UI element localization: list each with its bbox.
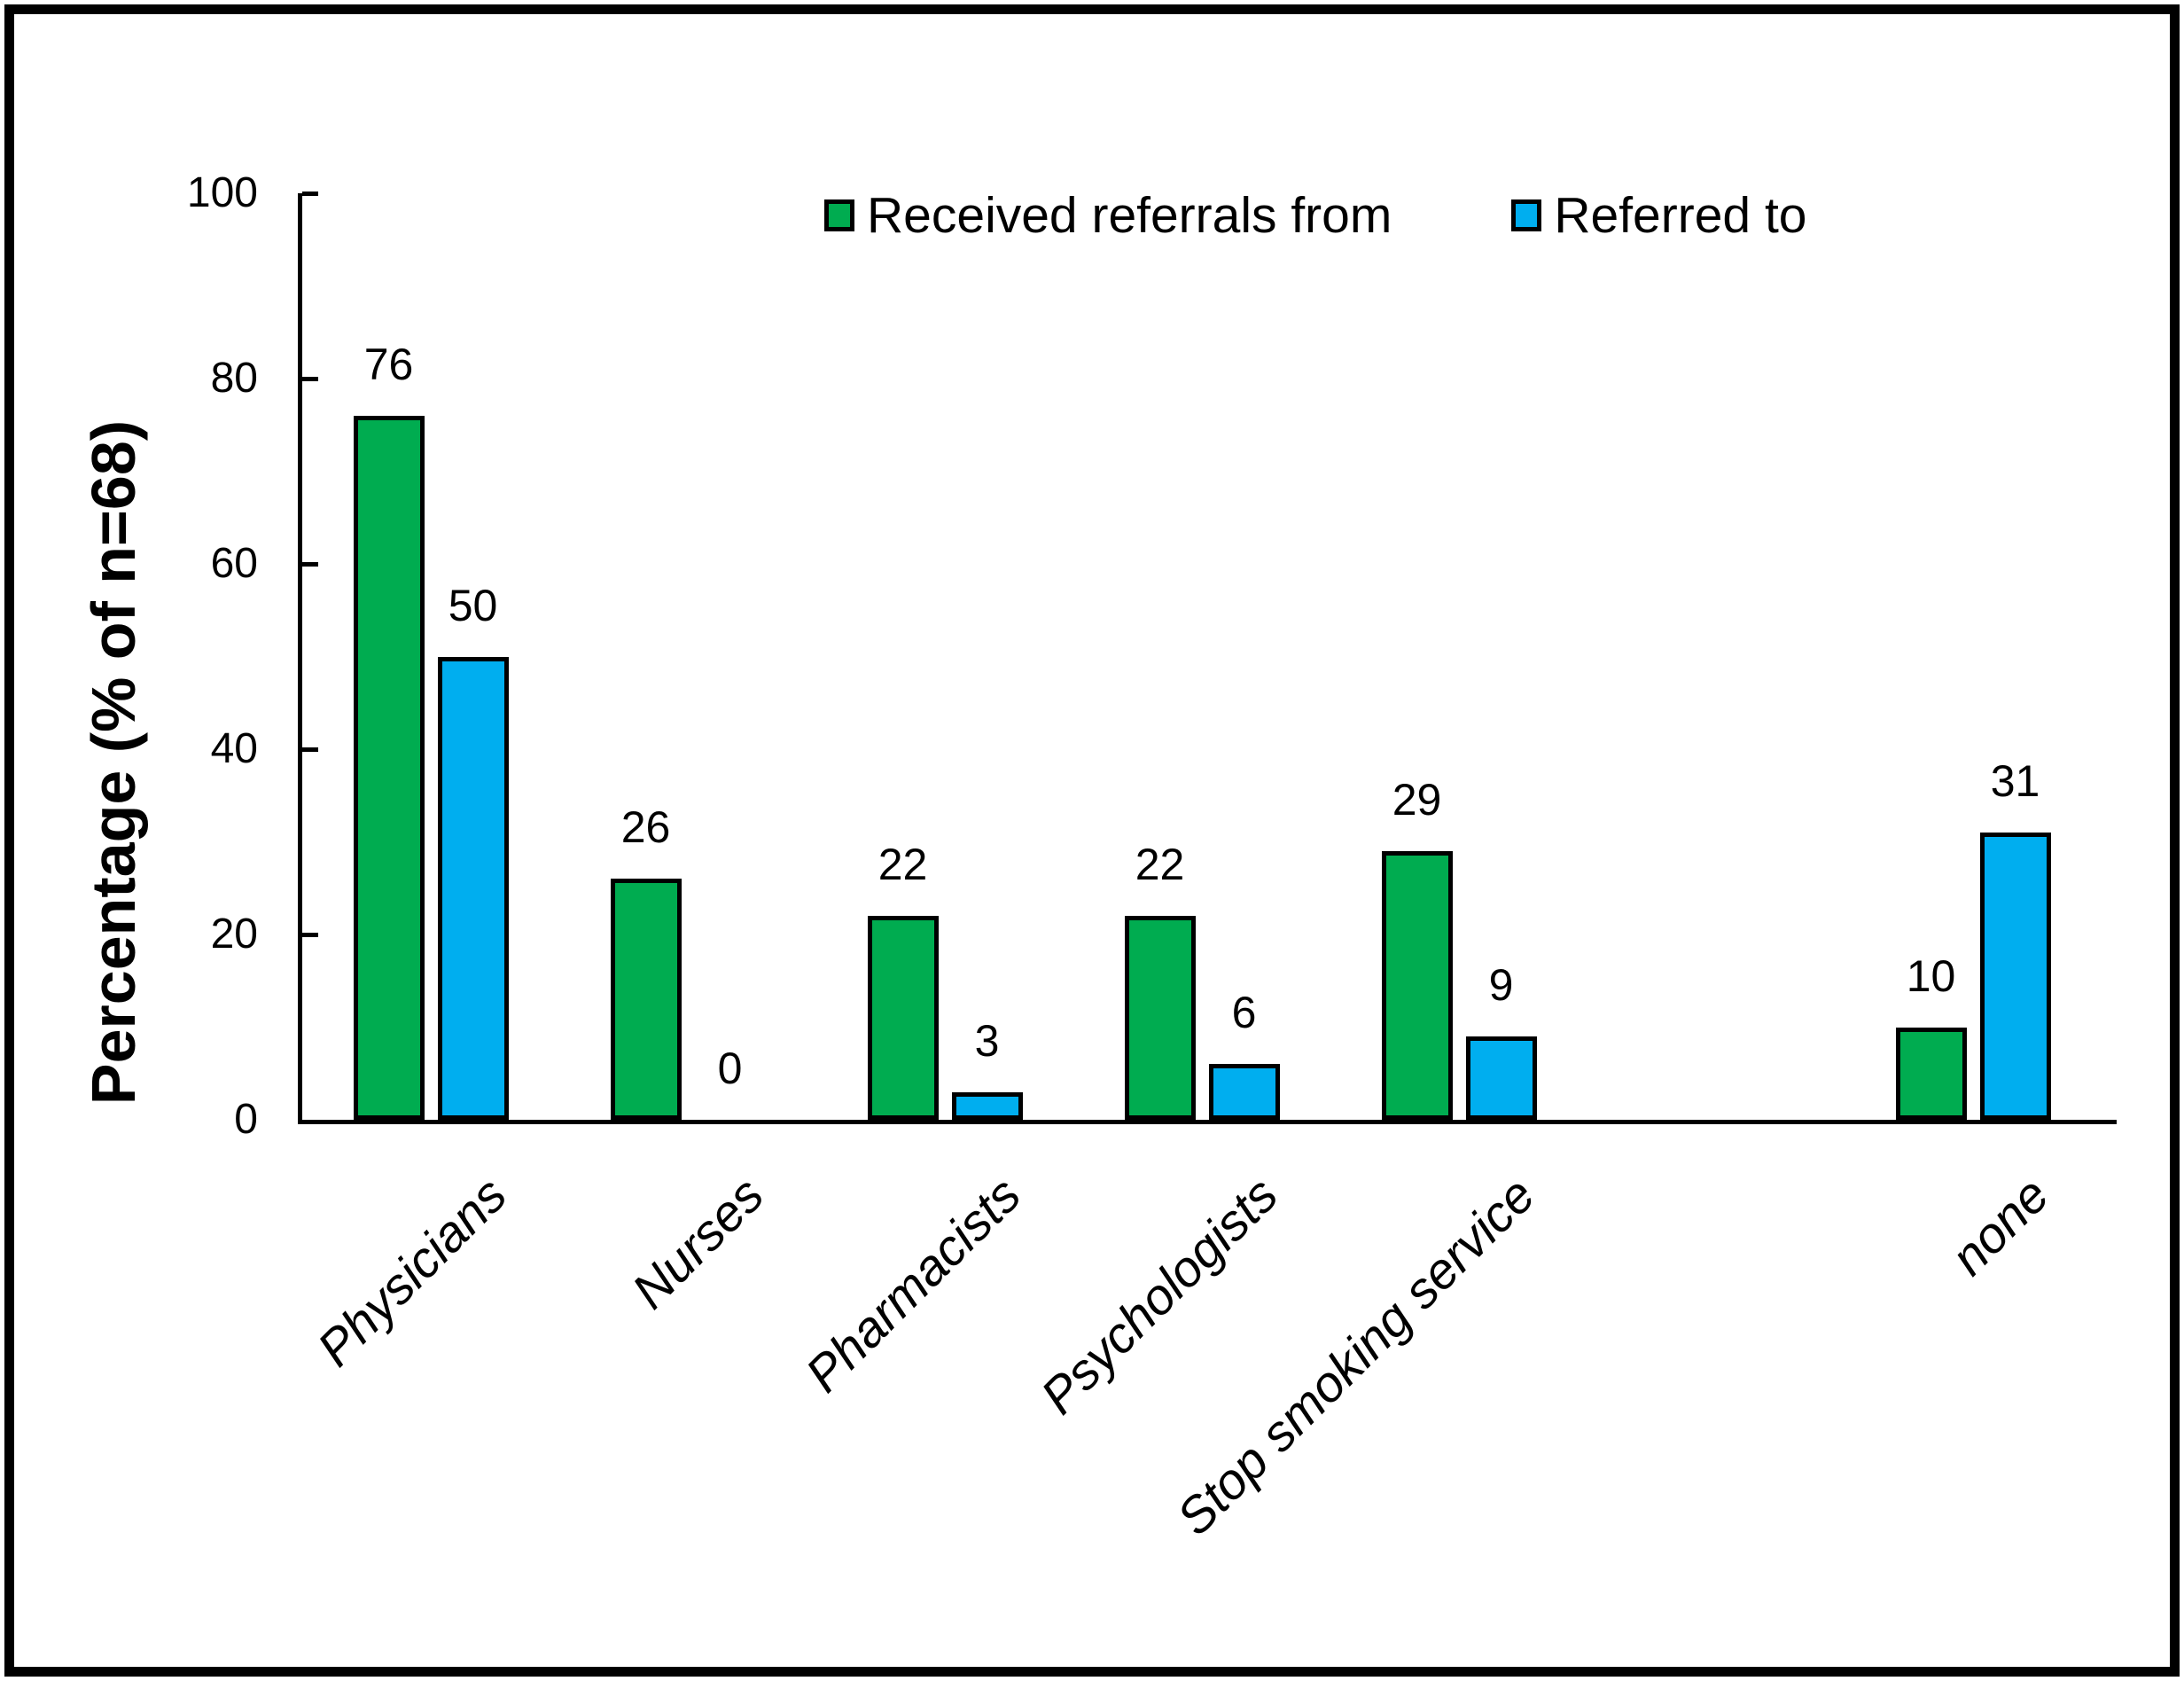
- bar-referred-to-stop-smoking-service: [1465, 1036, 1537, 1120]
- bar-value-label-received-referrals-from-pharmacists: 22: [878, 840, 928, 890]
- legend-item-referred-to: Referred to: [1511, 187, 1807, 244]
- legend: Received referrals from Referred to: [824, 188, 1807, 244]
- category-slot-stop-smoking-service: 29 9: [1330, 193, 1587, 1120]
- y-tick-mark-20: [302, 932, 318, 937]
- bar-received-referrals-from-nurses: [610, 879, 682, 1120]
- category-slot-nurses: 26 0: [559, 193, 816, 1120]
- bar-value-label-received-referrals-from-nurses: 26: [620, 802, 671, 853]
- bar-value-label-referred-to-physicians: 50: [448, 580, 498, 630]
- x-axis-line: [298, 1120, 2117, 1124]
- bar-value-label-referred-to-psychologists: 6: [1231, 988, 1257, 1038]
- bar-received-referrals-from-physicians: [353, 415, 425, 1120]
- bar-value-label-received-referrals-from-none: 10: [1906, 950, 1956, 1001]
- category-slot-none: 10 31: [1845, 193, 2102, 1120]
- bar-received-referrals-from-none: [1895, 1027, 1967, 1120]
- bar-received-referrals-from-pharmacists: [867, 916, 939, 1120]
- bar-received-referrals-from-stop-smoking-service: [1381, 850, 1453, 1120]
- legend-swatch-green-icon: [824, 199, 854, 232]
- category-slot-physicians: 76 50: [302, 193, 559, 1120]
- y-tick-label-40: 40: [210, 725, 258, 772]
- y-tick-label-0: 0: [234, 1096, 258, 1143]
- legend-label-referred-to: Referred to: [1554, 187, 1807, 244]
- bar-value-label-received-referrals-from-physicians: 76: [363, 339, 414, 389]
- y-tick-mark-80: [302, 376, 318, 381]
- y-axis-line: [298, 193, 302, 1124]
- bar-referred-to-pharmacists: [951, 1091, 1023, 1120]
- category-slot-psychologists: 22 6: [1073, 193, 1330, 1120]
- y-tick-label-60: 60: [210, 540, 258, 587]
- y-tick-mark-60: [302, 561, 318, 567]
- y-tick-mark-100: [302, 191, 318, 196]
- legend-label-received-referrals-from: Received referrals from: [867, 187, 1392, 244]
- legend-item-received-referrals-from: Received referrals from: [824, 188, 1392, 244]
- plot-area: 0 20 40 60 80 100 76 50 26 0 22 3 22 6 29 9 10 31: [187, 169, 2117, 1143]
- bar-value-label-received-referrals-from-psychologists: 22: [1135, 840, 1185, 890]
- bar-referred-to-none: [1979, 833, 2051, 1120]
- legend-swatch-blue-icon: [1511, 199, 1542, 232]
- category-slot-pharmacists: 22 3: [816, 193, 1073, 1120]
- bar-value-label-received-referrals-from-stop-smoking-service: 29: [1392, 774, 1442, 825]
- bar-value-label-referred-to-pharmacists: 3: [974, 1015, 1000, 1066]
- bar-referred-to-psychologists: [1208, 1064, 1280, 1120]
- bar-value-label-referred-to-none: 31: [1990, 756, 2040, 807]
- bar-value-label-referred-to-stop-smoking-service: 9: [1488, 959, 1514, 1010]
- y-tick-label-100: 100: [186, 169, 258, 216]
- bar-received-referrals-from-psychologists: [1124, 916, 1196, 1120]
- bar-referred-to-physicians: [437, 656, 509, 1120]
- y-tick-label-20: 20: [210, 911, 258, 958]
- bar-value-label-referred-to-nurses: 0: [717, 1044, 743, 1093]
- y-tick-mark-40: [302, 747, 318, 752]
- y-tick-label-80: 80: [210, 355, 258, 402]
